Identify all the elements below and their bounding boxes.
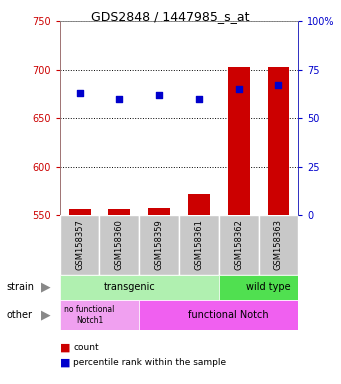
Bar — [268, 67, 290, 215]
Point — [236, 86, 241, 92]
Text: wild type: wild type — [246, 282, 291, 292]
Bar — [69, 209, 90, 215]
Text: ■: ■ — [60, 358, 70, 368]
FancyBboxPatch shape — [219, 275, 298, 300]
Text: ▶: ▶ — [41, 308, 51, 321]
Text: GSM158360: GSM158360 — [115, 219, 124, 270]
FancyBboxPatch shape — [179, 215, 219, 275]
Point — [276, 82, 281, 88]
Bar — [188, 194, 210, 215]
FancyBboxPatch shape — [60, 300, 139, 330]
FancyBboxPatch shape — [139, 215, 179, 275]
Text: ■: ■ — [60, 343, 70, 353]
Text: no functional
Notch1: no functional Notch1 — [64, 305, 115, 324]
Text: other: other — [7, 310, 33, 320]
Point — [196, 96, 202, 102]
FancyBboxPatch shape — [100, 215, 139, 275]
FancyBboxPatch shape — [139, 300, 298, 330]
Bar — [108, 209, 130, 215]
Point — [117, 96, 122, 102]
FancyBboxPatch shape — [258, 215, 298, 275]
Text: GDS2848 / 1447985_s_at: GDS2848 / 1447985_s_at — [91, 10, 250, 23]
Text: strain: strain — [7, 282, 35, 292]
Text: count: count — [73, 343, 99, 352]
Text: percentile rank within the sample: percentile rank within the sample — [73, 358, 226, 367]
Text: ▶: ▶ — [41, 281, 51, 293]
Point — [77, 90, 82, 96]
Point — [157, 92, 162, 98]
Bar — [228, 67, 250, 215]
Text: GSM158359: GSM158359 — [154, 219, 164, 270]
FancyBboxPatch shape — [60, 215, 100, 275]
Text: GSM158357: GSM158357 — [75, 219, 84, 270]
Text: functional Notch: functional Notch — [189, 310, 269, 320]
Text: GSM158362: GSM158362 — [234, 219, 243, 270]
Text: transgenic: transgenic — [103, 282, 155, 292]
FancyBboxPatch shape — [60, 275, 219, 300]
Text: GSM158363: GSM158363 — [274, 219, 283, 270]
Bar — [148, 208, 170, 215]
Text: GSM158361: GSM158361 — [194, 219, 204, 270]
FancyBboxPatch shape — [219, 215, 258, 275]
